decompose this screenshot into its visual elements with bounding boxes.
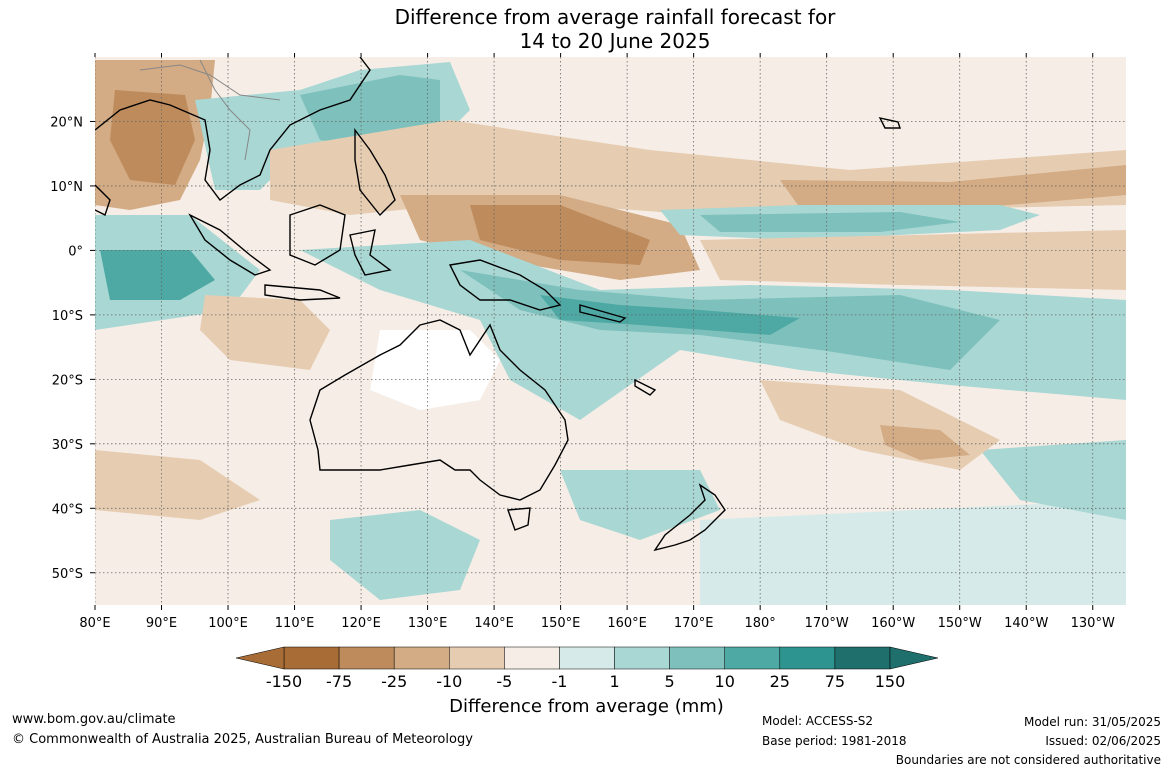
colorbar-title: Difference from average (mm) [449, 696, 724, 717]
dry-east-pacific-equatorial [700, 230, 1126, 290]
longitude-ticks: 80°E 90°E 100°E 110°E 120°E 130°E 140°E 150°E 16… [79, 53, 1115, 631]
lon-tick-label: 120°E [341, 616, 381, 631]
wet-strip-core [700, 212, 960, 232]
lon-tick-label: 170°W [805, 616, 849, 631]
lon-tick-label: 140°E [474, 616, 514, 631]
colorbar: -150 -75 -25 -10 -5 -1 1 5 10 25 75 150 [235, 646, 939, 691]
coastline-india [95, 184, 111, 216]
coastline-sumatra [188, 213, 272, 276]
coastlines [95, 57, 901, 552]
coastline-hawaii [878, 116, 901, 129]
lon-tick-label: 150°E [541, 616, 581, 631]
colorbar-tick-label: -1 [551, 672, 567, 691]
coastline-tasmania [507, 507, 531, 531]
colorbar-tick-label: 1 [609, 672, 619, 691]
footer-model-run: Model run: 31/05/2025 [1023, 715, 1161, 729]
lon-tick-label: 140°W [1004, 616, 1048, 631]
lon-tick-label: 160°W [871, 616, 915, 631]
colorbar-segment [779, 646, 836, 670]
wet-core-spcz-strong [540, 295, 800, 335]
lon-tick-label: 90°E [146, 616, 177, 631]
footer-website[interactable]: www.bom.gov.au/climate [12, 712, 176, 727]
colorbar-tick-label: 75 [825, 672, 845, 691]
colorbar-tick-label: 5 [665, 672, 675, 691]
dry-region-40s-west [95, 450, 260, 520]
coastline-philippines [354, 127, 396, 217]
boundary-indochina [199, 59, 251, 161]
boundary-china [139, 64, 281, 101]
colorbar-segment [724, 646, 781, 670]
coastline-borneo [289, 204, 346, 266]
colorbar-extend-high [889, 646, 939, 670]
lat-tick-label: 30°S [52, 438, 83, 453]
colorbar-segment [614, 646, 670, 670]
coastline-sulawesi [349, 229, 392, 276]
wet-region-east-south-pacific [980, 440, 1126, 520]
dry-core-north-pacific [780, 165, 1126, 210]
coastline-new-zealand [653, 483, 726, 552]
coastline-se-asia [95, 57, 371, 201]
colorbar-segment [504, 646, 560, 670]
footer-disclaimer: Boundaries are not considered authoritat… [895, 753, 1161, 767]
colorbar-tick-label: 150 [875, 672, 906, 691]
lat-tick-label: 20°N [50, 115, 83, 130]
colorbar-tick-label: -10 [436, 672, 462, 691]
colorbar-tick-label: 10 [715, 672, 735, 691]
coastline-new-caledonia [634, 378, 657, 396]
lat-tick-label: 50°S [52, 567, 83, 582]
colorbar-segment [283, 646, 340, 670]
colorbar-tick-label: -5 [496, 672, 512, 691]
wet-region-southern-ocean [330, 510, 480, 600]
lon-tick-label: 130°W [1071, 616, 1115, 631]
colorbar-segment [669, 646, 725, 670]
footer-copyright: © Commonwealth of Australia 2025, Austra… [12, 732, 473, 747]
lon-tick-label: 80°E [79, 616, 110, 631]
footer-issued: Issued: 02/06/2025 [1045, 734, 1161, 748]
lat-tick-label: 10°S [52, 309, 83, 324]
coastline-solomons [579, 304, 627, 323]
lon-tick-label: 150°W [938, 616, 982, 631]
lon-tick-label: 180° [744, 616, 775, 631]
lon-tick-label: 110°E [275, 616, 315, 631]
dry-core-india [110, 90, 195, 185]
lat-tick-label: 40°S [52, 502, 83, 517]
lon-tick-label: 130°E [408, 616, 448, 631]
colorbar-segment [393, 646, 450, 670]
wet-core-indian-ocean [100, 250, 215, 300]
colorbar-segment [449, 646, 505, 670]
footer-model: Model: ACCESS-S2 [762, 714, 874, 728]
dry-core-south-pacific [880, 425, 970, 460]
coastline-australia [309, 319, 569, 501]
colorbar-segment [559, 646, 615, 670]
coastline-java [264, 284, 341, 301]
colorbar-tick-label: -25 [381, 672, 407, 691]
colorbar-segment [338, 646, 395, 670]
lat-tick-label: 10°N [50, 180, 83, 195]
colorbar-segment [834, 646, 891, 670]
lat-tick-label: 20°S [52, 373, 83, 388]
lon-tick-label: 170°E [674, 616, 714, 631]
dry-region-south-indian [200, 295, 330, 370]
colorbar-tick-label: 25 [770, 672, 790, 691]
rainfall-anomaly-field [95, 57, 1126, 605]
map-title-line-2: 14 to 20 June 2025 [519, 29, 711, 53]
gridlines [95, 57, 1126, 605]
lon-tick-label: 160°E [607, 616, 647, 631]
dry-core-equatorial [470, 205, 650, 265]
footer-base-period: Base period: 1981-2018 [762, 734, 907, 748]
country-boundaries [139, 59, 281, 161]
coastline-new-guinea [448, 259, 562, 311]
wet-region-south-pacific [700, 500, 1126, 605]
colorbar-extend-low [235, 646, 285, 670]
colorbar-tick-label: -150 [266, 672, 302, 691]
map-title-line-1: Difference from average rainfall forecas… [394, 5, 836, 29]
latitude-ticks: 20°N 10°N 0° 10°S 20°S 30°S 40°S 50°S [50, 115, 95, 582]
lon-tick-label: 100°E [208, 616, 248, 631]
colorbar-tick-label: -75 [326, 672, 352, 691]
lat-tick-label: 0° [68, 244, 83, 259]
